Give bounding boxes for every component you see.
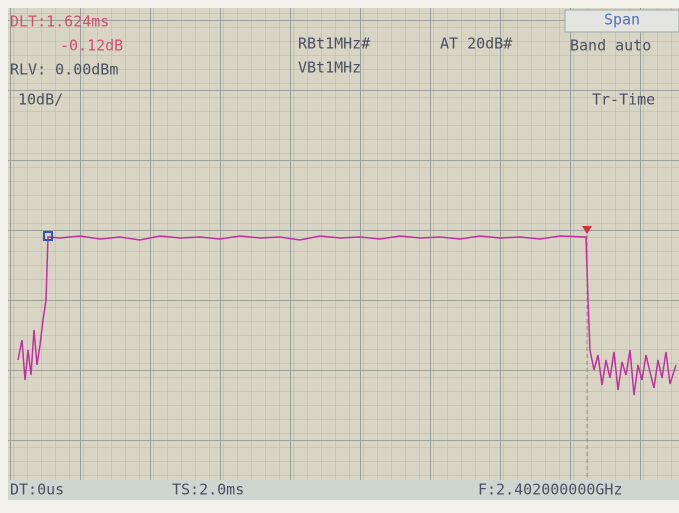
major-grid bbox=[8, 8, 679, 500]
menu-title: Span bbox=[604, 11, 640, 29]
reference-marker bbox=[43, 231, 53, 241]
menu-item: Band auto bbox=[570, 37, 651, 55]
trace bbox=[17, 235, 677, 396]
menu-item-2: Tr-Time bbox=[592, 91, 655, 109]
scale: 10dB/ bbox=[18, 91, 63, 109]
delta-marker bbox=[582, 226, 592, 234]
menu-box bbox=[564, 9, 679, 33]
status-bar bbox=[8, 480, 679, 500]
delay-time: DT:0us bbox=[10, 481, 64, 499]
delta-time: DLT:1.624ms bbox=[10, 13, 109, 31]
rbw: RBt1MHz# bbox=[298, 35, 370, 53]
attenuation: AT 20dB# bbox=[440, 35, 512, 53]
center-frequency: F:2.402000000GHz bbox=[478, 481, 623, 499]
reference-level: RLV: 0.00dBm bbox=[10, 61, 118, 79]
delta-level: -0.12dB bbox=[60, 37, 123, 55]
vbw: VBt1MHz bbox=[298, 59, 361, 77]
sweep-time: TS:2.0ms bbox=[172, 481, 244, 499]
